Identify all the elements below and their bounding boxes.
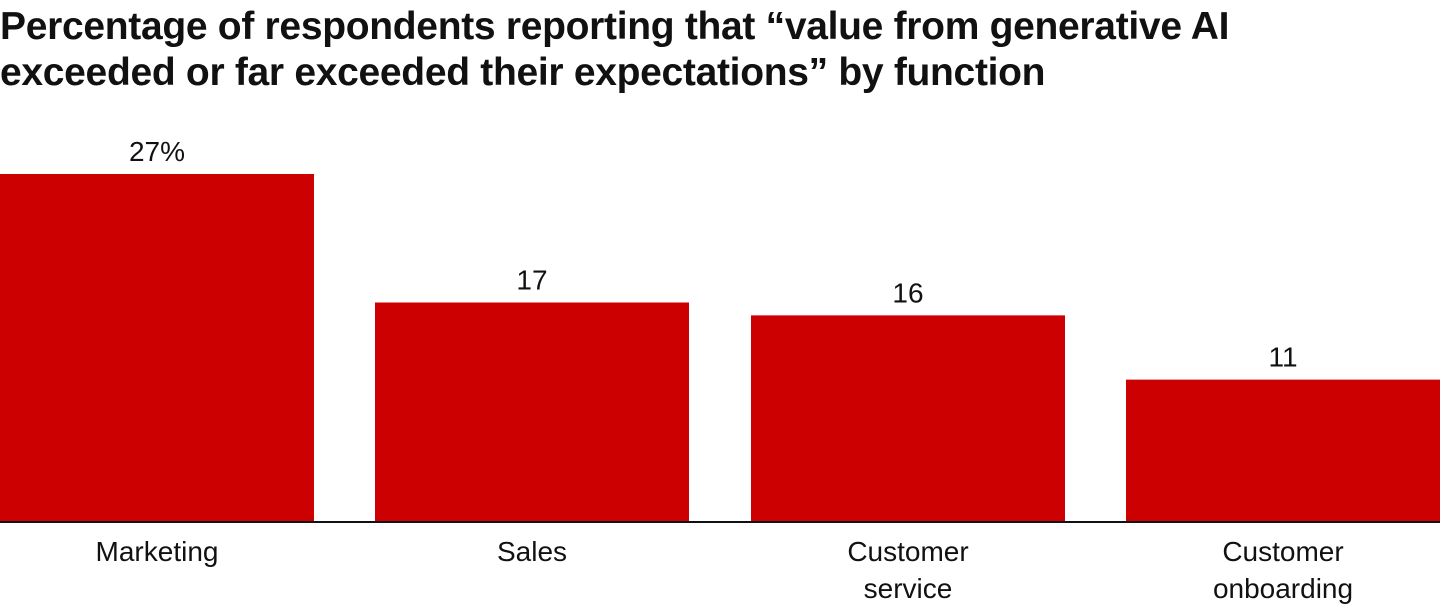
category-label-3-0: Customer (1222, 536, 1343, 567)
bar-1 (375, 302, 689, 521)
category-label-3-1: onboarding (1213, 573, 1353, 604)
bar-2 (751, 315, 1065, 521)
chart-title: Percentage of respondents reporting that… (0, 4, 1440, 96)
bar-3 (1126, 379, 1440, 521)
category-label-2-1: service (864, 573, 953, 604)
value-label-3: 11 (1268, 342, 1297, 373)
chart-title-line-2: exceeded or far exceeded their expectati… (0, 51, 1046, 94)
category-label-2-0: Customer (847, 536, 968, 567)
category-label-1-0: Sales (497, 536, 567, 567)
value-label-2: 16 (892, 277, 923, 308)
chart-title-line-1: Percentage of respondents reporting that… (0, 5, 1230, 48)
category-label-0-0: Marketing (96, 536, 219, 567)
value-label-0: 27% (129, 136, 185, 167)
value-label-1: 17 (516, 265, 547, 296)
bar-0 (0, 174, 314, 521)
